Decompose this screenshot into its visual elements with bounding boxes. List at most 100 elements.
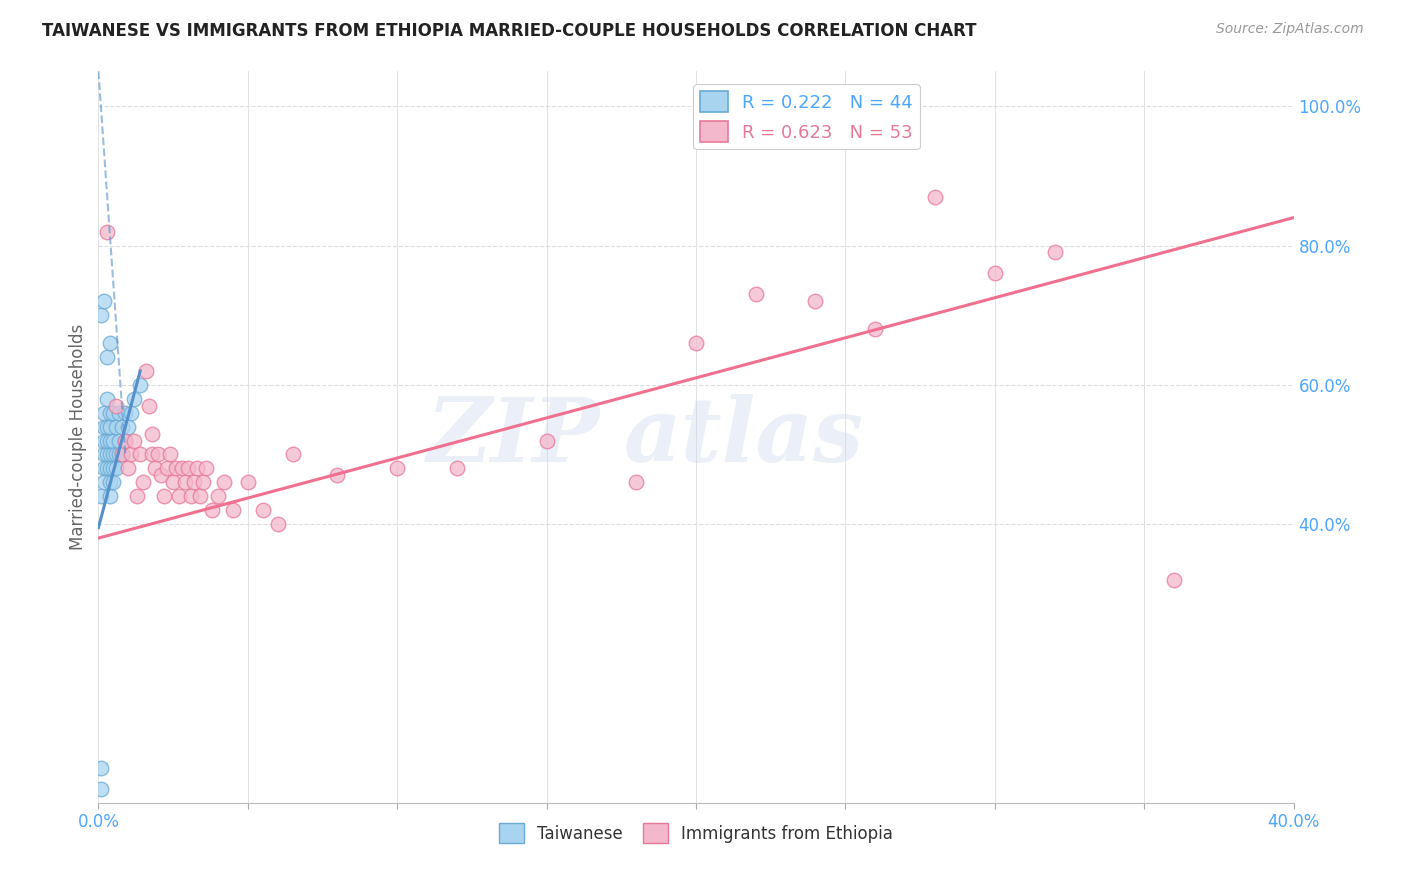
Point [93, 294, 115, 309]
Point [96, 461, 118, 475]
Point [745, 287, 768, 301]
Point [120, 406, 142, 420]
Point [93, 434, 115, 448]
Point [124, 392, 146, 406]
Point [172, 461, 194, 475]
Point [90, 308, 112, 322]
Point [207, 489, 229, 503]
Point [153, 489, 176, 503]
Point [127, 489, 149, 503]
Point [96, 350, 118, 364]
Point [124, 434, 146, 448]
Point [105, 419, 128, 434]
Point [148, 448, 170, 462]
Point [93, 448, 115, 462]
Point [177, 461, 200, 475]
Point [865, 322, 887, 336]
Point [165, 461, 187, 475]
Point [111, 448, 134, 462]
Point [326, 468, 349, 483]
Point [212, 475, 235, 490]
Point [236, 475, 259, 490]
Point [98, 434, 122, 448]
Point [114, 434, 136, 448]
Point [103, 475, 125, 490]
Point [103, 434, 125, 448]
Point [108, 434, 131, 448]
Point [105, 448, 128, 462]
Point [98, 448, 122, 462]
Point [138, 399, 160, 413]
Point [150, 468, 173, 483]
Point [1163, 573, 1185, 587]
Point [114, 406, 136, 420]
Point [108, 406, 131, 420]
Text: ZIP: ZIP [427, 394, 600, 480]
Point [129, 377, 152, 392]
Point [174, 475, 197, 490]
Point [93, 461, 115, 475]
Legend: Taiwanese, Immigrants from Ethiopia: Taiwanese, Immigrants from Ethiopia [492, 817, 900, 849]
Point [90, 489, 112, 503]
Point [162, 475, 184, 490]
Point [93, 419, 115, 434]
Point [281, 448, 304, 462]
Point [135, 364, 157, 378]
Point [96, 225, 118, 239]
Point [156, 461, 179, 475]
Point [105, 461, 128, 475]
Point [98, 461, 122, 475]
Point [536, 434, 558, 448]
Point [111, 419, 134, 434]
Point [183, 475, 205, 490]
Point [191, 475, 214, 490]
Point [180, 489, 202, 503]
Point [1043, 245, 1066, 260]
Point [195, 461, 218, 475]
Point [98, 406, 122, 420]
Point [93, 406, 115, 420]
Point [96, 434, 118, 448]
Point [96, 392, 118, 406]
Point [96, 448, 118, 462]
Point [804, 294, 827, 309]
Text: Source: ZipAtlas.com: Source: ZipAtlas.com [1216, 22, 1364, 37]
Point [108, 448, 131, 462]
Point [385, 461, 409, 475]
Point [93, 475, 115, 490]
Point [90, 761, 112, 775]
Point [96, 419, 118, 434]
Point [222, 503, 245, 517]
Point [167, 489, 190, 503]
Y-axis label: Married-couple Households: Married-couple Households [69, 324, 87, 550]
Point [129, 448, 152, 462]
Point [159, 448, 181, 462]
Point [201, 503, 224, 517]
Point [984, 266, 1007, 280]
Text: TAIWANESE VS IMMIGRANTS FROM ETHIOPIA MARRIED-COUPLE HOUSEHOLDS CORRELATION CHAR: TAIWANESE VS IMMIGRANTS FROM ETHIOPIA MA… [42, 22, 977, 40]
Point [98, 489, 122, 503]
Point [103, 461, 125, 475]
Point [103, 406, 125, 420]
Point [90, 781, 112, 796]
Point [132, 475, 155, 490]
Point [117, 461, 139, 475]
Point [111, 448, 134, 462]
Point [626, 475, 648, 490]
Point [924, 190, 946, 204]
Point [446, 461, 468, 475]
Point [117, 419, 139, 434]
Point [186, 461, 208, 475]
Point [114, 434, 136, 448]
Point [98, 475, 122, 490]
Point [141, 426, 163, 441]
Point [188, 489, 211, 503]
Point [120, 448, 142, 462]
Point [252, 503, 274, 517]
Point [103, 448, 125, 462]
Point [98, 336, 122, 351]
Point [141, 448, 163, 462]
Point [267, 517, 290, 532]
Point [685, 336, 707, 351]
Point [105, 399, 128, 413]
